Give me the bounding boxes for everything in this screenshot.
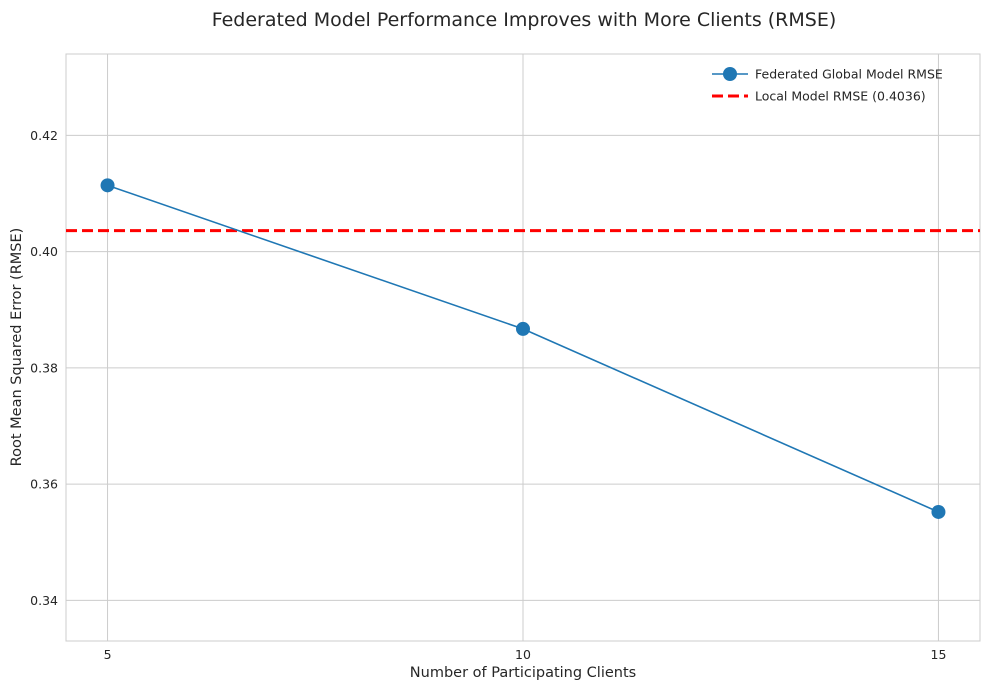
- legend-label: Federated Global Model RMSE: [755, 67, 943, 82]
- data-point: [516, 321, 530, 336]
- chart-title: Federated Model Performance Improves wit…: [212, 9, 837, 31]
- x-axis-label: Number of Participating Clients: [410, 665, 636, 681]
- y-tick-label: 0.40: [30, 244, 58, 259]
- tick-labels: 5 10 15 0.34 0.36 0.38 0.40 0.42: [30, 128, 946, 662]
- grid: [66, 54, 980, 641]
- y-tick-label: 0.38: [30, 360, 58, 375]
- data-point: [931, 504, 946, 519]
- y-axis-label: Root Mean Squared Error (RMSE): [9, 228, 25, 467]
- legend-marker: [723, 67, 737, 81]
- data-point: [100, 178, 115, 193]
- x-tick-label: 15: [931, 647, 947, 662]
- series: [100, 178, 946, 519]
- y-tick-label: 0.42: [30, 128, 58, 143]
- y-tick-label: 0.36: [30, 477, 58, 492]
- plot-frame: [65, 53, 981, 642]
- x-tick-label: 10: [515, 647, 531, 662]
- legend: Federated Global Model RMSE Local Model R…: [712, 67, 943, 104]
- x-tick-label: 5: [104, 647, 112, 662]
- legend-label: Local Model RMSE (0.4036): [755, 89, 926, 104]
- y-tick-label: 0.34: [30, 593, 58, 608]
